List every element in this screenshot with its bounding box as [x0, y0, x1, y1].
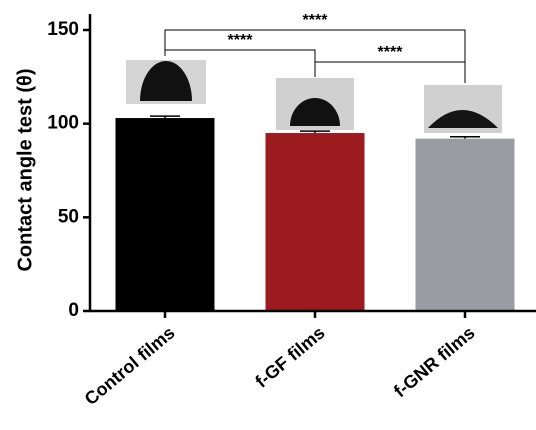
bar — [265, 133, 365, 311]
significance-bracket — [314, 61, 466, 83]
axes — [88, 14, 536, 313]
x-tick-label: f-GNR films — [390, 322, 479, 401]
error-bar — [450, 136, 480, 139]
droplet — [290, 98, 340, 126]
y-axis-title: Contact angle test (θ) — [14, 68, 36, 271]
y-tick-label: 150 — [47, 19, 79, 40]
y-tick-label: 50 — [58, 206, 79, 227]
droplet — [140, 61, 192, 101]
error-bar — [150, 115, 180, 119]
significance-label: **** — [303, 12, 329, 29]
droplet — [428, 110, 498, 128]
bar — [115, 118, 215, 312]
significance-label: **** — [228, 32, 254, 49]
droplet-images — [126, 60, 502, 133]
x-tick-label: f-GF films — [251, 322, 328, 391]
y-tick-label: 0 — [68, 300, 79, 321]
significance-bracket — [164, 29, 466, 83]
significance-label: **** — [378, 44, 404, 61]
error-bar — [300, 130, 330, 134]
bar — [415, 138, 515, 311]
y-tick-label: 100 — [47, 113, 79, 134]
x-tick-label: Control films — [81, 322, 179, 409]
